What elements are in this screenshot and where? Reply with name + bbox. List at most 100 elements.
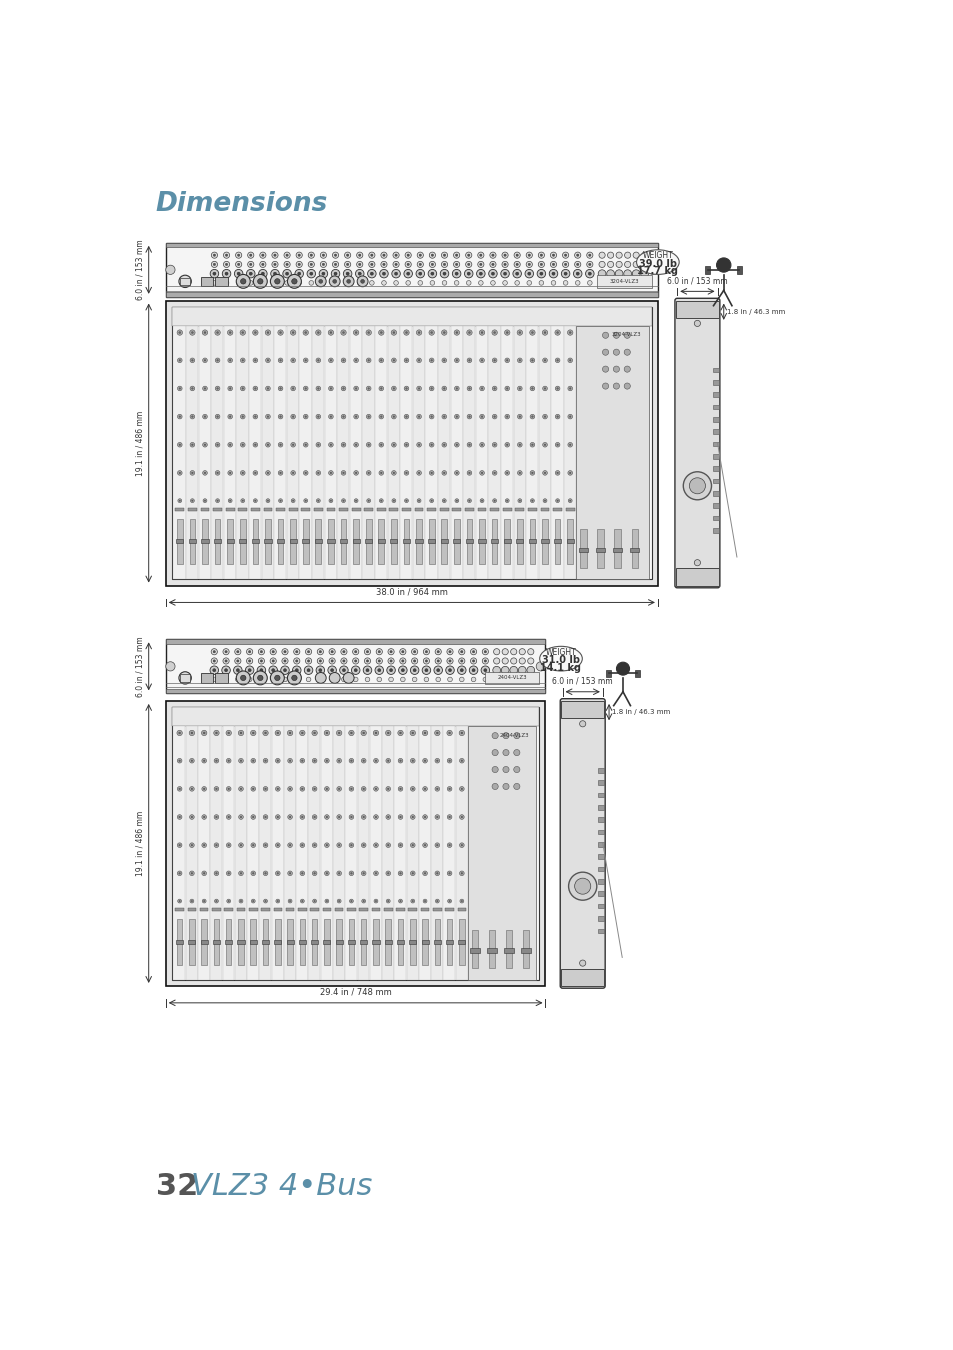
Circle shape	[315, 666, 324, 675]
Bar	[238, 919, 244, 964]
Circle shape	[305, 416, 306, 417]
Circle shape	[356, 275, 368, 286]
Circle shape	[378, 414, 383, 418]
Bar	[249, 909, 257, 911]
Circle shape	[344, 252, 351, 258]
Circle shape	[517, 329, 522, 335]
Circle shape	[506, 416, 508, 417]
Circle shape	[346, 273, 349, 275]
Bar	[188, 940, 195, 944]
Bar	[224, 909, 233, 911]
Circle shape	[576, 273, 578, 275]
Circle shape	[292, 387, 294, 389]
Circle shape	[393, 332, 395, 333]
Circle shape	[346, 279, 350, 284]
Circle shape	[295, 262, 302, 267]
Circle shape	[417, 332, 419, 333]
Circle shape	[694, 560, 700, 566]
Circle shape	[387, 760, 389, 761]
Circle shape	[412, 872, 414, 873]
Circle shape	[351, 760, 352, 761]
Bar	[348, 940, 355, 944]
Circle shape	[391, 358, 395, 363]
Bar	[372, 909, 380, 911]
Circle shape	[424, 760, 425, 761]
Circle shape	[516, 254, 517, 256]
Circle shape	[292, 359, 294, 362]
Circle shape	[382, 263, 385, 266]
Bar	[439, 508, 448, 510]
Bar	[500, 325, 513, 579]
Circle shape	[228, 732, 230, 734]
Circle shape	[289, 732, 291, 734]
Circle shape	[361, 842, 366, 848]
Circle shape	[369, 262, 375, 267]
Circle shape	[287, 274, 301, 289]
Circle shape	[429, 443, 434, 447]
Circle shape	[506, 387, 508, 389]
Circle shape	[283, 668, 286, 672]
Circle shape	[412, 817, 414, 818]
Circle shape	[531, 387, 533, 389]
Circle shape	[213, 842, 218, 848]
Circle shape	[263, 759, 268, 763]
Circle shape	[336, 899, 341, 903]
Circle shape	[213, 730, 219, 736]
Circle shape	[342, 332, 344, 333]
Circle shape	[456, 387, 457, 389]
Circle shape	[417, 387, 419, 389]
Circle shape	[398, 899, 402, 903]
Circle shape	[443, 332, 445, 333]
Circle shape	[214, 899, 218, 903]
Circle shape	[203, 788, 205, 790]
Circle shape	[460, 660, 462, 662]
Bar	[598, 855, 604, 859]
Circle shape	[258, 657, 264, 664]
Circle shape	[518, 648, 525, 655]
Circle shape	[447, 871, 452, 876]
Circle shape	[441, 386, 446, 390]
Circle shape	[264, 760, 266, 761]
Circle shape	[380, 444, 382, 446]
Circle shape	[204, 359, 206, 362]
Circle shape	[329, 498, 333, 502]
Circle shape	[459, 787, 464, 791]
Circle shape	[336, 787, 341, 791]
Bar	[198, 726, 210, 980]
Bar	[712, 429, 719, 433]
Circle shape	[616, 252, 621, 258]
Circle shape	[336, 759, 341, 763]
Circle shape	[240, 817, 241, 818]
Circle shape	[410, 871, 415, 876]
Circle shape	[288, 814, 292, 819]
Bar	[466, 518, 472, 564]
Circle shape	[362, 732, 364, 734]
Circle shape	[492, 386, 497, 390]
Circle shape	[349, 842, 354, 848]
Circle shape	[455, 273, 457, 275]
Circle shape	[204, 387, 206, 389]
Circle shape	[380, 262, 387, 267]
Circle shape	[284, 660, 286, 662]
Circle shape	[250, 254, 252, 256]
Circle shape	[253, 414, 257, 418]
Circle shape	[288, 899, 292, 903]
Circle shape	[557, 472, 558, 474]
Circle shape	[362, 844, 364, 846]
Circle shape	[615, 270, 622, 278]
Circle shape	[378, 358, 383, 363]
Circle shape	[460, 872, 462, 873]
Circle shape	[225, 651, 227, 653]
Bar	[247, 726, 258, 980]
Circle shape	[309, 281, 314, 285]
Circle shape	[368, 416, 369, 417]
Circle shape	[435, 814, 439, 819]
Circle shape	[385, 730, 391, 736]
Circle shape	[178, 760, 180, 761]
Circle shape	[295, 651, 297, 653]
Circle shape	[405, 472, 407, 474]
Circle shape	[222, 270, 231, 278]
Circle shape	[326, 760, 328, 761]
Circle shape	[478, 273, 482, 275]
Circle shape	[541, 329, 547, 335]
